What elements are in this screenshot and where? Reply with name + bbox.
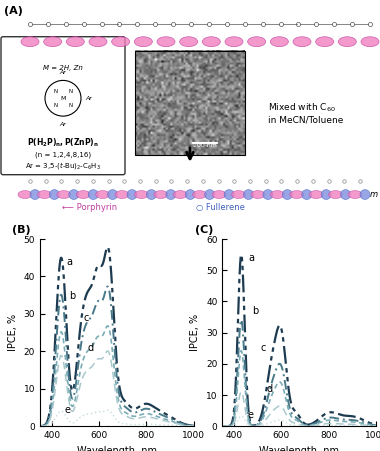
Text: Ar: Ar — [60, 122, 66, 127]
Ellipse shape — [112, 37, 130, 46]
Ellipse shape — [44, 37, 62, 46]
Text: ⟵ Porphyrin: ⟵ Porphyrin — [62, 203, 117, 212]
Text: c: c — [84, 313, 89, 323]
Y-axis label: IPCE, %: IPCE, % — [8, 314, 18, 351]
Ellipse shape — [248, 37, 266, 46]
Text: N: N — [54, 103, 58, 108]
Text: N: N — [54, 89, 58, 94]
Circle shape — [263, 189, 273, 199]
Ellipse shape — [270, 37, 288, 46]
Ellipse shape — [76, 191, 90, 198]
Text: Ar = 3,5-$(t$-Bu$)_2$-C$_6$H$_3$: Ar = 3,5-$(t$-Bu$)_2$-C$_6$H$_3$ — [25, 160, 101, 171]
Text: m: m — [370, 190, 378, 199]
Ellipse shape — [338, 37, 356, 46]
Circle shape — [360, 189, 370, 199]
Ellipse shape — [57, 191, 71, 198]
Ellipse shape — [135, 37, 152, 46]
FancyBboxPatch shape — [1, 37, 125, 175]
Bar — [135, 51, 245, 155]
Y-axis label: IPCE, %: IPCE, % — [190, 314, 200, 351]
Ellipse shape — [173, 191, 187, 198]
Ellipse shape — [193, 191, 207, 198]
Text: e: e — [65, 405, 71, 415]
Ellipse shape — [225, 37, 243, 46]
Ellipse shape — [270, 191, 284, 198]
Ellipse shape — [329, 191, 343, 198]
Ellipse shape — [21, 37, 39, 46]
Circle shape — [30, 189, 40, 199]
Text: Ar: Ar — [60, 70, 66, 75]
Ellipse shape — [135, 191, 149, 198]
X-axis label: Wavelength, nm: Wavelength, nm — [259, 446, 339, 451]
Ellipse shape — [115, 191, 129, 198]
Circle shape — [108, 189, 118, 199]
Text: (A): (A) — [4, 6, 23, 16]
Ellipse shape — [157, 37, 175, 46]
Circle shape — [244, 189, 253, 199]
Circle shape — [69, 189, 79, 199]
Text: M: M — [60, 96, 66, 101]
Circle shape — [49, 189, 59, 199]
Text: Mixed with C$_{60}$
in MeCN/Toluene: Mixed with C$_{60}$ in MeCN/Toluene — [268, 102, 344, 124]
Ellipse shape — [89, 37, 107, 46]
Ellipse shape — [66, 37, 84, 46]
Ellipse shape — [361, 37, 379, 46]
Circle shape — [185, 189, 195, 199]
Ellipse shape — [293, 37, 311, 46]
Text: (n = 1,2,4,8,16): (n = 1,2,4,8,16) — [35, 152, 91, 158]
Text: N: N — [68, 89, 72, 94]
Circle shape — [166, 189, 176, 199]
Text: a: a — [66, 257, 72, 267]
Circle shape — [224, 189, 234, 199]
Ellipse shape — [251, 191, 265, 198]
Circle shape — [127, 189, 137, 199]
Circle shape — [88, 189, 98, 199]
Circle shape — [282, 189, 292, 199]
Ellipse shape — [180, 37, 198, 46]
Text: $\mathbf{P(H_2P)_n, P(ZnP)_n}$: $\mathbf{P(H_2P)_n, P(ZnP)_n}$ — [27, 137, 99, 149]
Circle shape — [302, 189, 312, 199]
Circle shape — [321, 189, 331, 199]
Text: a: a — [249, 253, 254, 263]
Text: 200 nm: 200 nm — [193, 143, 217, 148]
Text: d: d — [266, 384, 272, 394]
Ellipse shape — [348, 191, 362, 198]
Ellipse shape — [231, 191, 245, 198]
Ellipse shape — [202, 37, 220, 46]
Text: d: d — [87, 343, 93, 353]
Ellipse shape — [290, 191, 304, 198]
Ellipse shape — [212, 191, 226, 198]
Circle shape — [146, 189, 157, 199]
Circle shape — [205, 189, 215, 199]
Text: e: e — [247, 410, 253, 420]
Ellipse shape — [316, 37, 334, 46]
Text: b: b — [70, 291, 76, 301]
Ellipse shape — [37, 191, 51, 198]
Ellipse shape — [309, 191, 323, 198]
Text: c: c — [260, 343, 266, 353]
Ellipse shape — [96, 191, 110, 198]
Circle shape — [340, 189, 351, 199]
Text: Ar: Ar — [86, 96, 92, 101]
Text: N: N — [68, 103, 72, 108]
Text: (C): (C) — [195, 226, 213, 235]
Ellipse shape — [154, 191, 168, 198]
Ellipse shape — [18, 191, 32, 198]
X-axis label: Wavelength, nm: Wavelength, nm — [77, 446, 157, 451]
Text: ○ Fullerene: ○ Fullerene — [196, 203, 244, 212]
Text: M = 2H, Zn: M = 2H, Zn — [43, 65, 83, 72]
Text: (B): (B) — [12, 226, 31, 235]
Text: b: b — [252, 306, 258, 316]
